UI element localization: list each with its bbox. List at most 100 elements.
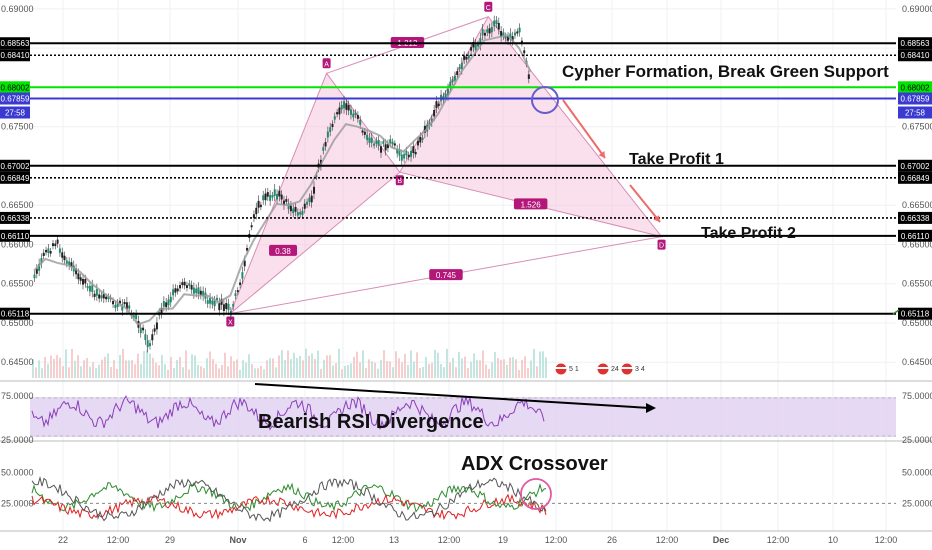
price-tick-label: 0.69000 (902, 4, 932, 14)
candle-body (271, 195, 274, 198)
volume-bar (182, 367, 184, 378)
candle-body (386, 143, 389, 149)
candle-body (79, 277, 82, 281)
volume-bar (347, 364, 349, 378)
candle-body (250, 225, 253, 228)
ratio-badge (513, 198, 548, 210)
event-flag-stripe (621, 367, 633, 369)
volume-bar (131, 360, 133, 378)
volume-bar (146, 349, 148, 378)
candle-body (155, 322, 158, 330)
volume-bar (413, 361, 415, 378)
ratio-badge (429, 269, 463, 281)
annotation-text: Cypher Formation, Break Green Support (562, 62, 889, 81)
volume-bar (362, 350, 364, 378)
price-tick-label-left: 0.69000 (1, 4, 34, 14)
price-tick-label: 0.66500 (902, 200, 932, 210)
volume-bar (320, 368, 322, 378)
price-tick-label-left: 0.64500 (1, 357, 34, 367)
volume-bar (437, 352, 439, 378)
candle-body (174, 288, 177, 293)
price-marker (892, 309, 900, 315)
candle-body (306, 201, 309, 205)
ratio-badge (269, 244, 298, 256)
volume-bar (308, 355, 310, 378)
volume-bar (254, 368, 256, 378)
candle-body (167, 299, 170, 306)
volume-bar (380, 359, 382, 378)
candle-body (467, 55, 470, 59)
candle-body (234, 293, 237, 297)
adx-tick-label-left: 50.0000 (1, 468, 34, 478)
candle-body (444, 93, 447, 98)
candle-body (370, 137, 373, 143)
volume-bar (407, 364, 409, 378)
volume-bar (338, 348, 340, 378)
candle-body (495, 20, 498, 25)
candle-body (380, 146, 382, 153)
volume-bar (524, 356, 526, 378)
candle-body (338, 107, 341, 115)
candle-body (123, 301, 126, 305)
volume-bar (197, 364, 199, 378)
volume-bar (176, 359, 178, 378)
annotations: Cypher Formation, Break Green Support Tak… (254, 62, 900, 510)
volume-bar (272, 358, 274, 378)
candle-body (391, 141, 394, 145)
volume-bar (371, 361, 373, 378)
left-price-label: 0.67859 (1, 95, 30, 104)
candle-body (107, 296, 110, 300)
price-tick-label-left: 0.67500 (1, 122, 34, 132)
right-price-tag (898, 37, 932, 50)
volume-bar (68, 367, 70, 378)
right-price-tag (898, 81, 932, 94)
volume-bar (89, 366, 91, 378)
candle-body (331, 123, 334, 128)
candle-body (70, 262, 73, 267)
volume-bar (119, 355, 121, 378)
candle-body (63, 255, 66, 261)
volume-bar (113, 360, 115, 378)
volume-bar (284, 359, 286, 378)
price-tick-label-left: 0.66000 (1, 239, 34, 249)
right-price-tag (898, 307, 932, 320)
candle-body (373, 143, 376, 146)
candle-body (255, 207, 258, 215)
candle-body (33, 274, 36, 279)
price-tick-label-left: 0.65500 (1, 279, 34, 289)
volume-bar (419, 368, 421, 378)
candle-body (121, 304, 124, 311)
volume-bar (212, 359, 214, 378)
candle-body (56, 239, 59, 244)
candle-body (333, 116, 336, 120)
candle-body (146, 340, 149, 348)
volume-bar (293, 352, 295, 378)
volume-bar (185, 350, 187, 378)
candle-body (139, 327, 142, 334)
volume-bar (86, 357, 88, 378)
volume-bar (452, 357, 454, 378)
candle-body (264, 193, 267, 201)
pattern-point-label: C (486, 5, 491, 12)
event-badge-label: 24 2 (611, 366, 625, 373)
candle-body (493, 20, 496, 27)
candle-body (486, 29, 489, 33)
candle-body (398, 148, 401, 156)
candle-body (326, 131, 329, 138)
candle-body (118, 300, 121, 304)
volume-bar (173, 368, 175, 378)
volume-bar (332, 365, 334, 378)
right-price-label: 0.66338 (901, 214, 930, 223)
candle-body (472, 42, 475, 48)
time-tick-label: Dec (713, 535, 730, 545)
volume-bar (464, 356, 466, 378)
volume-bar (479, 360, 481, 378)
pattern-point-label: X (228, 320, 233, 327)
candle-body (225, 303, 228, 310)
candle-body (433, 110, 436, 117)
rsi-line (31, 395, 545, 431)
candle-body (477, 43, 480, 47)
candle-body (183, 281, 186, 286)
volume-bar (122, 348, 124, 378)
